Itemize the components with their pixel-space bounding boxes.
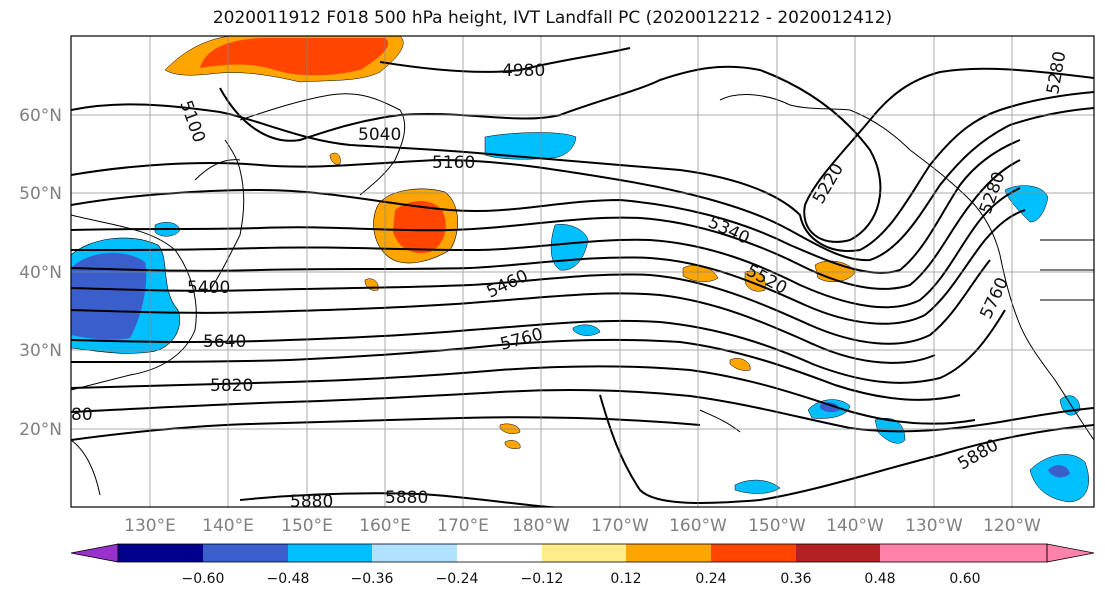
contour-label: 5880 [955, 435, 1002, 474]
contour-label: 5220 [809, 160, 848, 207]
lon-label: 130°E [124, 516, 176, 536]
colorbar-tick: −0.60 [182, 571, 225, 587]
lat-label: 40°N [19, 263, 62, 283]
colorbar-tick: 0.36 [780, 571, 811, 587]
lon-label: 170°W [591, 516, 649, 536]
lat-label: 20°N [19, 420, 62, 440]
colorbar-tick: 0.48 [864, 571, 895, 587]
contour-label: 5820 [210, 376, 253, 396]
lon-label: 140°W [826, 516, 884, 536]
latitude-labels: 60°N 50°N 40°N 30°N 20°N [19, 106, 62, 440]
colorbar-tick: 0.24 [695, 571, 726, 587]
contour-label: 5160 [432, 153, 475, 173]
lon-label: 150°W [748, 516, 806, 536]
colorbar-swatch [372, 544, 457, 562]
colorbar-tick: −0.24 [436, 571, 479, 587]
colorbar-frame [117, 543, 1048, 563]
lon-label: 140°E [202, 516, 254, 536]
colorbar-swatch [457, 544, 542, 562]
longitude-labels: 130°E 140°E 150°E 160°E 170°E 180°W 170°… [124, 516, 1041, 536]
colorbar-tick: −0.36 [351, 571, 394, 587]
ivt-shading [71, 36, 1089, 503]
map-plot-area: 4980 5100 5040 5160 5220 5280 5340 5400 … [71, 36, 1094, 512]
map-frame [70, 35, 1095, 508]
colorbar-swatch [203, 544, 288, 562]
lon-label: 130°W [905, 516, 963, 536]
contour-label: 5100 [175, 98, 209, 145]
colorbar: −0.60 −0.48 −0.36 −0.24 −0.12 0.12 0.24 … [70, 543, 1095, 587]
gridlines [71, 36, 1094, 507]
colorbar-ticks: −0.60 −0.48 −0.36 −0.24 −0.12 0.12 0.24 … [182, 571, 981, 587]
lon-label: 160°E [359, 516, 411, 536]
colorbar-swatch [965, 544, 1047, 562]
contour-label: 5880 [290, 492, 333, 512]
lat-label: 50°N [19, 184, 62, 204]
lon-label: 180°W [512, 516, 570, 536]
contour-label: 5280 [1043, 50, 1070, 96]
contour-label: 5640 [203, 332, 246, 352]
contour-label: 5880 [385, 488, 428, 508]
lon-label: 160°W [669, 516, 727, 536]
colorbar-swatch [118, 544, 203, 562]
lat-label: 30°N [19, 341, 62, 361]
contour-label: 5400 [187, 278, 230, 298]
colorbar-arrow-high [1046, 543, 1095, 563]
contour-label: 80 [71, 405, 93, 425]
colorbar-tick: −0.12 [521, 571, 564, 587]
colorbar-swatch [542, 544, 626, 562]
contour-label: 5040 [358, 125, 401, 145]
colorbar-swatch [711, 544, 796, 562]
colorbar-tick: 0.12 [610, 571, 641, 587]
colorbar-swatch [796, 544, 880, 562]
contour-labels: 4980 5100 5040 5160 5220 5280 5340 5400 … [71, 50, 1070, 512]
lat-label: 60°N [19, 106, 62, 126]
lon-label: 150°E [281, 516, 333, 536]
colorbar-tick: −0.48 [267, 571, 310, 587]
contour-label: 5520 [743, 261, 791, 299]
colorbar-swatch [288, 544, 372, 562]
height-contours [71, 47, 1094, 507]
colorbar-swatch [626, 544, 711, 562]
contour-label: 5760 [976, 274, 1012, 322]
map-title: 2020011912 F018 500 hPa height, IVT Land… [212, 8, 893, 28]
contour-label: 4980 [502, 61, 545, 81]
lon-label: 120°W [983, 516, 1041, 536]
negative-anomaly-aleutian [484, 132, 577, 160]
colorbar-swatch [880, 544, 965, 562]
lon-label: 170°E [437, 516, 489, 536]
negative-anomaly-asia-core [71, 252, 147, 340]
colorbar-arrow-low [70, 543, 119, 563]
colorbar-tick: 0.60 [949, 571, 980, 587]
contour-label: 5340 [705, 212, 753, 248]
